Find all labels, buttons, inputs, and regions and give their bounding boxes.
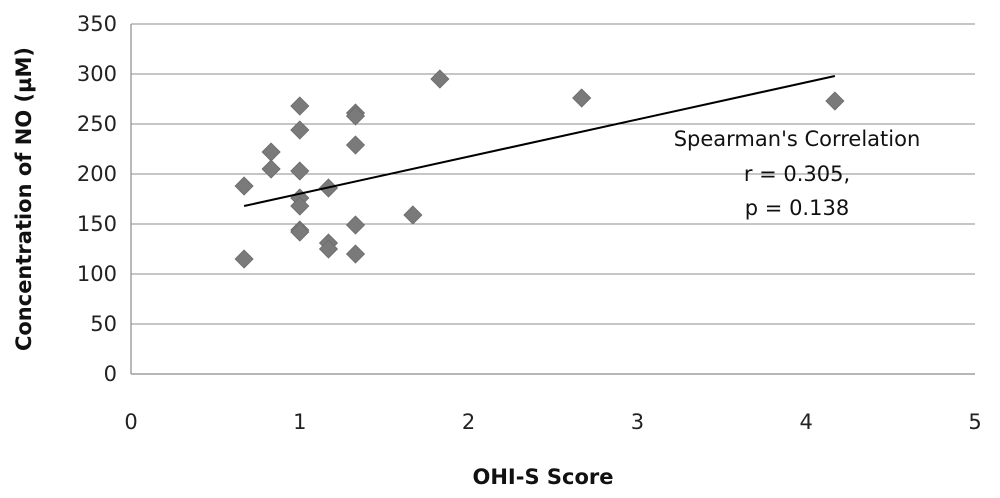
annotation-line-3: p = 0.138 <box>745 196 849 220</box>
x-tick-label: 3 <box>631 410 644 434</box>
y-tick-label: 100 <box>77 262 117 286</box>
data-point <box>345 106 366 126</box>
y-tick-labels: 0 50 100 150 200 250 300 350 <box>77 12 117 386</box>
annotation-line-2: r = 0.305, <box>744 162 850 186</box>
data-point <box>572 88 592 108</box>
y-tick-label: 0 <box>104 362 117 386</box>
data-point <box>345 244 366 264</box>
x-tick-label: 1 <box>293 410 306 434</box>
x-tick-label: 4 <box>800 410 813 434</box>
data-point <box>825 91 845 111</box>
x-tick-label: 2 <box>462 410 475 434</box>
y-tick-label: 50 <box>90 312 117 336</box>
data-point <box>290 196 310 216</box>
data-point <box>261 142 281 162</box>
y-tick-label: 200 <box>77 162 117 186</box>
annotation-line-1: Spearman's Correlation <box>674 127 921 151</box>
axes <box>130 24 975 375</box>
data-point <box>234 176 254 196</box>
x-axis-title: OHI-S Score <box>473 465 614 489</box>
data-point <box>290 120 310 140</box>
y-axis-title: Concentration of NO (µM) <box>12 47 36 351</box>
trendline <box>243 75 836 207</box>
x-tick-label: 0 <box>124 410 137 434</box>
data-point <box>290 222 310 242</box>
y-tick-label: 350 <box>77 12 117 36</box>
trendline-group <box>243 75 836 207</box>
data-point <box>290 96 310 116</box>
x-tick-label: 5 <box>968 410 981 434</box>
data-point <box>290 161 310 181</box>
y-tick-label: 300 <box>77 62 117 86</box>
data-point <box>261 159 281 179</box>
data-point <box>234 249 254 269</box>
y-tick-label: 150 <box>77 212 117 236</box>
data-point <box>318 239 339 259</box>
x-tick-labels: 0 1 2 3 4 5 <box>124 410 981 434</box>
y-tick-label: 250 <box>77 112 117 136</box>
data-point <box>430 69 450 89</box>
data-point <box>345 135 366 155</box>
data-point <box>403 205 423 225</box>
data-point <box>345 215 366 235</box>
data-points <box>234 69 845 269</box>
